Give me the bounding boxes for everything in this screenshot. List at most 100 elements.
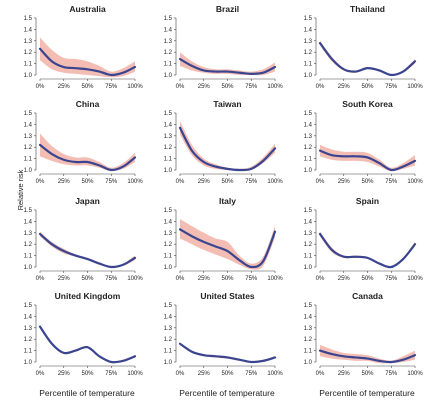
- x-tick-label: 0%: [176, 276, 185, 282]
- panel-title: United States: [200, 291, 255, 301]
- y-tick-label: 1.4: [304, 27, 313, 33]
- confidence-band: [40, 133, 135, 172]
- y-tick-label: 1.1: [24, 157, 33, 163]
- y-tick-label: 1.5: [24, 208, 33, 214]
- y-axis-title: Relative risk: [16, 169, 25, 210]
- y-tick-label: 1.2: [304, 337, 313, 343]
- y-tick-label: 1.4: [164, 27, 173, 33]
- y-tick-label: 1.2: [304, 242, 313, 248]
- series-line: [38, 47, 137, 77]
- x-tick-label: 75%: [105, 276, 118, 282]
- x-tick-label: 100%: [267, 179, 283, 185]
- x-tick-label: 100%: [127, 179, 143, 185]
- series-line: [318, 41, 417, 77]
- x-tick-label: 25%: [338, 179, 351, 185]
- confidence-band: [40, 325, 135, 363]
- x-tick-label: 75%: [385, 84, 398, 90]
- panel-spain: Spain 1.0 1.1 1.2 1.3 1.4 1.5 0% 25% 50% 75% 100%: [304, 196, 424, 282]
- y-tick-label: 1.0: [164, 265, 173, 271]
- series-line: [38, 232, 137, 269]
- confidence-band: [320, 40, 415, 76]
- confidence-band: [40, 231, 135, 268]
- panel-title: Taiwan: [213, 99, 241, 109]
- x-tick-label: 0%: [316, 371, 325, 377]
- x-tick-label: 0%: [176, 179, 185, 185]
- x-axis-title-col3: Percentile of temperature: [319, 388, 415, 398]
- y-tick-label: 1.0: [304, 360, 313, 366]
- confidence-band: [40, 37, 135, 78]
- x-tick-label: 75%: [105, 84, 118, 90]
- y-tick-label: 1.1: [304, 157, 313, 163]
- y-tick-label: 1.0: [304, 265, 313, 271]
- y-tick-label: 1.2: [24, 145, 33, 151]
- x-tick-label: 0%: [36, 84, 45, 90]
- y-tick-label: 1.1: [304, 349, 313, 355]
- y-tick-label: 1.3: [304, 39, 313, 45]
- y-tick-label: 1.1: [164, 254, 173, 260]
- series-line: [318, 149, 417, 172]
- x-tick-label: 100%: [267, 84, 283, 90]
- y-tick-label: 1.3: [304, 231, 313, 237]
- x-tick-label: 100%: [267, 371, 283, 377]
- series-line: [178, 57, 277, 75]
- y-tick-label: 1.2: [304, 50, 313, 56]
- x-tick-label: 25%: [338, 276, 351, 282]
- x-tick-label: 100%: [407, 84, 423, 90]
- x-tick-label: 100%: [127, 371, 143, 377]
- y-tick-label: 1.0: [304, 73, 313, 79]
- y-tick-label: 1.0: [164, 73, 173, 79]
- x-tick-label: 75%: [385, 371, 398, 377]
- panel-title: Australia: [69, 4, 106, 14]
- confidence-band: [320, 344, 415, 364]
- x-tick-label: 0%: [316, 276, 325, 282]
- x-tick-label: 75%: [245, 179, 258, 185]
- x-tick-label: 0%: [36, 276, 45, 282]
- series-line: [38, 325, 137, 364]
- y-tick-label: 1.4: [24, 27, 33, 33]
- y-tick-label: 1.3: [164, 39, 173, 45]
- y-tick-label: 1.1: [164, 157, 173, 163]
- y-tick-label: 1.4: [164, 219, 173, 225]
- x-tick-label: 75%: [105, 179, 118, 185]
- panel-brazil: Brazil 1.0 1.1 1.2 1.3 1.4 1.5 0% 25% 50% 75% 100%: [164, 4, 284, 90]
- x-tick-label: 50%: [361, 276, 374, 282]
- y-tick-label: 1.5: [24, 303, 33, 309]
- x-tick-label: 25%: [58, 276, 71, 282]
- y-tick-label: 1.3: [24, 231, 33, 237]
- y-tick-label: 1.4: [304, 219, 313, 225]
- y-tick-label: 1.1: [304, 62, 313, 68]
- x-tick-label: 25%: [58, 179, 71, 185]
- panel-thailand: Thailand 1.0 1.1 1.2 1.3 1.4 1.5 0% 25% 50% 75% 100…: [304, 4, 424, 90]
- x-tick-label: 75%: [105, 371, 118, 377]
- panel-title: South Korea: [342, 99, 393, 109]
- panel-south-korea: South Korea 1.0 1.1 1.2 1.3 1.4 1.5 0% 25% 50% 75%…: [304, 99, 424, 185]
- x-tick-label: 25%: [198, 276, 211, 282]
- x-tick-label: 50%: [221, 84, 234, 90]
- x-tick-label: 50%: [81, 276, 94, 282]
- x-tick-label: 25%: [58, 371, 71, 377]
- y-tick-label: 1.2: [24, 242, 33, 248]
- x-tick-label: 25%: [338, 84, 351, 90]
- x-tick-label: 100%: [127, 84, 143, 90]
- x-tick-label: 100%: [407, 371, 423, 377]
- y-tick-label: 1.2: [164, 337, 173, 343]
- panel-canada: Canada 1.0 1.1 1.2 1.3 1.4 1.5 0% 25% 50% 75% 100%: [304, 291, 424, 377]
- x-tick-label: 100%: [407, 179, 423, 185]
- y-tick-label: 1.0: [24, 168, 33, 174]
- series-line: [318, 349, 417, 364]
- y-tick-label: 1.0: [304, 168, 313, 174]
- series-line: [38, 143, 137, 172]
- x-tick-label: 100%: [407, 276, 423, 282]
- panel-australia: Australia 1.0 1.1 1.2 1.3 1.4 1.5 0% 25% 50% 75% 10…: [24, 4, 144, 90]
- panel-title: Spain: [356, 196, 379, 206]
- series-line: [178, 342, 277, 364]
- y-tick-label: 1.5: [304, 16, 313, 22]
- y-tick-label: 1.1: [304, 254, 313, 260]
- y-tick-label: 1.3: [304, 134, 313, 140]
- y-tick-label: 1.5: [304, 111, 313, 117]
- panel-taiwan: Taiwan 1.0 1.1 1.2 1.3 1.4 1.5 0% 25% 50% 75% 100%: [164, 99, 284, 185]
- x-tick-label: 50%: [81, 84, 94, 90]
- x-axis-title-col1: Percentile of temperature: [39, 388, 135, 398]
- panel-title: Thailand: [350, 4, 385, 14]
- y-tick-label: 1.3: [24, 326, 33, 332]
